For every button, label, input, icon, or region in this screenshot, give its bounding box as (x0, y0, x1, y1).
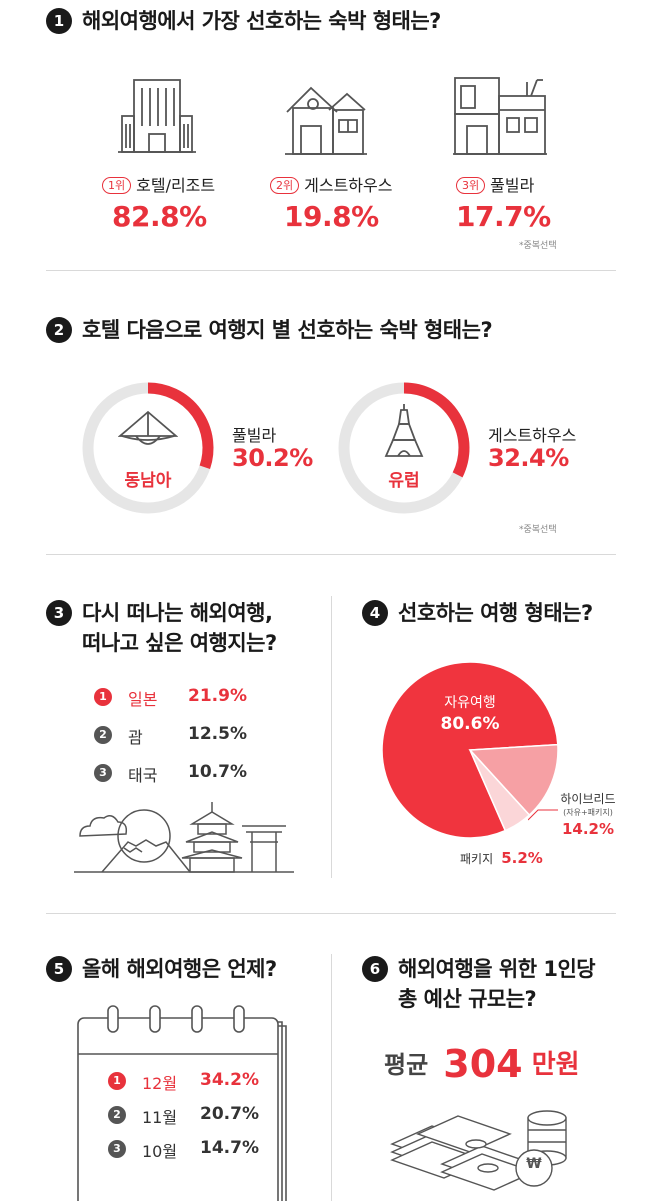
section-title: 올해 해외여행은 언제? (82, 957, 277, 981)
section-number-badge: 3 (46, 600, 72, 626)
calendar-icon (77, 1005, 287, 1201)
list-item: 3 10월 14.7% (108, 1138, 288, 1172)
footnote: *중복선택 (519, 241, 557, 251)
rank-pill: 2위 (270, 177, 300, 194)
hotel-building-icon (118, 79, 196, 153)
section-number-badge: 6 (362, 956, 388, 982)
divider (46, 913, 616, 914)
won-symbol: ₩ (526, 1156, 542, 1172)
list-item: 2 11월 20.7% (108, 1104, 288, 1138)
pie-label-package: 패키지 5.2% (460, 848, 543, 867)
donut-arc (403, 382, 470, 478)
pie-slice-package (469, 749, 531, 832)
rank-badge: 3 (108, 1140, 126, 1158)
rank-pill: 3위 (456, 177, 486, 194)
leader-line (528, 809, 558, 821)
section-title-line: 다시 떠나는 해외여행, (82, 601, 273, 625)
divider (46, 270, 616, 271)
accommodation-type-label: 게스트하우스 (488, 426, 577, 445)
section-title-line: 떠나고 싶은 여행지는? (82, 631, 277, 655)
accommodation-item-3: 3위 풀빌라 17.7% (456, 172, 576, 233)
section-title: 해외여행을 위한 1인당 총 예산 규모는? (398, 954, 596, 1014)
accommodation-name: 게스트하우스 (304, 176, 393, 195)
budget-average: 평균 304 만원 (384, 1042, 580, 1086)
month-value: 14.7% (200, 1138, 259, 1158)
accommodation-type-label: 풀빌라 (232, 426, 277, 445)
month-list: 1 12월 34.2% 2 11월 20.7% 3 10월 14.7% (108, 1070, 288, 1172)
accommodation-type-value: 30.2% (232, 444, 313, 472)
section-number-badge: 5 (46, 956, 72, 982)
slice-value: 14.2% (561, 820, 615, 838)
pie-chart-travel-type (381, 661, 559, 839)
destination-value: 12.5% (188, 724, 247, 744)
list-item: 1 12월 34.2% (108, 1070, 288, 1104)
list-item: 1 일본 21.9% (94, 686, 294, 724)
slice-value: 80.6% (440, 714, 500, 734)
money-stack-icon (390, 1110, 567, 1191)
month-name: 11월 (142, 1108, 178, 1127)
landmarks-illustration (74, 802, 294, 873)
footnote: *중복선택 (519, 525, 557, 535)
section-title: 해외여행에서 가장 선호하는 숙박 형태는? (82, 9, 441, 33)
vertical-divider (331, 596, 332, 878)
month-name: 10월 (142, 1142, 178, 1161)
pie-label-hybrid: 하이브리드 (자유+패키지) 14.2% (548, 790, 628, 838)
rank-badge: 1 (108, 1072, 126, 1090)
accommodation-value: 17.7% (456, 200, 551, 233)
donut-chart-europe (338, 382, 470, 514)
eiffel-tower-icon (384, 404, 424, 457)
average-label: 평균 (384, 1051, 429, 1079)
month-value: 34.2% (200, 1070, 259, 1090)
villa-icon (453, 77, 547, 155)
region-label: 유럽 (388, 471, 420, 491)
section-title: 다시 떠나는 해외여행, 떠나고 싶은 여행지는? (82, 598, 277, 658)
slice-value: 5.2% (501, 849, 543, 867)
house-icon (285, 86, 367, 155)
rank-badge: 2 (108, 1106, 126, 1124)
accommodation-name: 호텔/리조트 (136, 176, 216, 195)
accommodation-item-2: 2위 게스트하우스 19.8% (270, 172, 400, 233)
section-number-badge: 1 (46, 8, 72, 34)
list-item: 3 태국 10.7% (94, 762, 294, 800)
pie-slice-hybrid (468, 743, 559, 817)
destination-name: 괌 (128, 728, 143, 747)
destination-name: 태국 (128, 766, 158, 785)
accommodation-item-1: 1위 호텔/리조트 82.8% (102, 172, 222, 233)
accommodation-type-value: 32.4% (488, 444, 569, 472)
slice-sub: (자유+패키지) (563, 808, 613, 817)
section-title-line: 해외여행을 위한 1인당 (398, 957, 596, 981)
destination-value: 10.7% (188, 762, 247, 782)
conical-hat-icon (118, 410, 178, 445)
rank-badge: 2 (94, 726, 112, 744)
section-title-line: 총 예산 규모는? (398, 987, 537, 1011)
month-value: 20.7% (200, 1104, 259, 1124)
section-title: 호텔 다음으로 여행지 별 선호하는 숙박 형태는? (82, 318, 493, 342)
destination-list: 1 일본 21.9% 2 괌 12.5% 3 태국 10.7% (94, 686, 294, 800)
section-number-badge: 4 (362, 600, 388, 626)
budget-unit: 만원 (531, 1050, 580, 1080)
slice-name: 하이브리드 (560, 792, 616, 806)
accommodation-value: 82.8% (112, 200, 207, 233)
accommodation-name: 풀빌라 (490, 176, 535, 195)
donut-arc (147, 382, 214, 470)
pie-label-free-travel: 자유여행 80.6% (420, 692, 520, 734)
destination-value: 21.9% (188, 686, 247, 706)
month-name: 12월 (142, 1074, 178, 1093)
destination-name: 일본 (128, 690, 158, 709)
list-item: 2 괌 12.5% (94, 724, 294, 762)
rank-badge: 3 (94, 764, 112, 782)
rank-badge: 1 (94, 688, 112, 706)
donut-chart-southeast-asia (82, 382, 214, 514)
region-label: 동남아 (124, 471, 172, 491)
accommodation-value: 19.8% (284, 200, 379, 233)
divider (46, 554, 616, 555)
section-title: 선호하는 여행 형태는? (398, 601, 593, 625)
vertical-divider (331, 954, 332, 1201)
slice-name: 패키지 (460, 852, 494, 866)
section-number-badge: 2 (46, 317, 72, 343)
rank-pill: 1위 (102, 177, 132, 194)
budget-amount: 304 (443, 1042, 523, 1086)
slice-name: 자유여행 (444, 695, 496, 711)
